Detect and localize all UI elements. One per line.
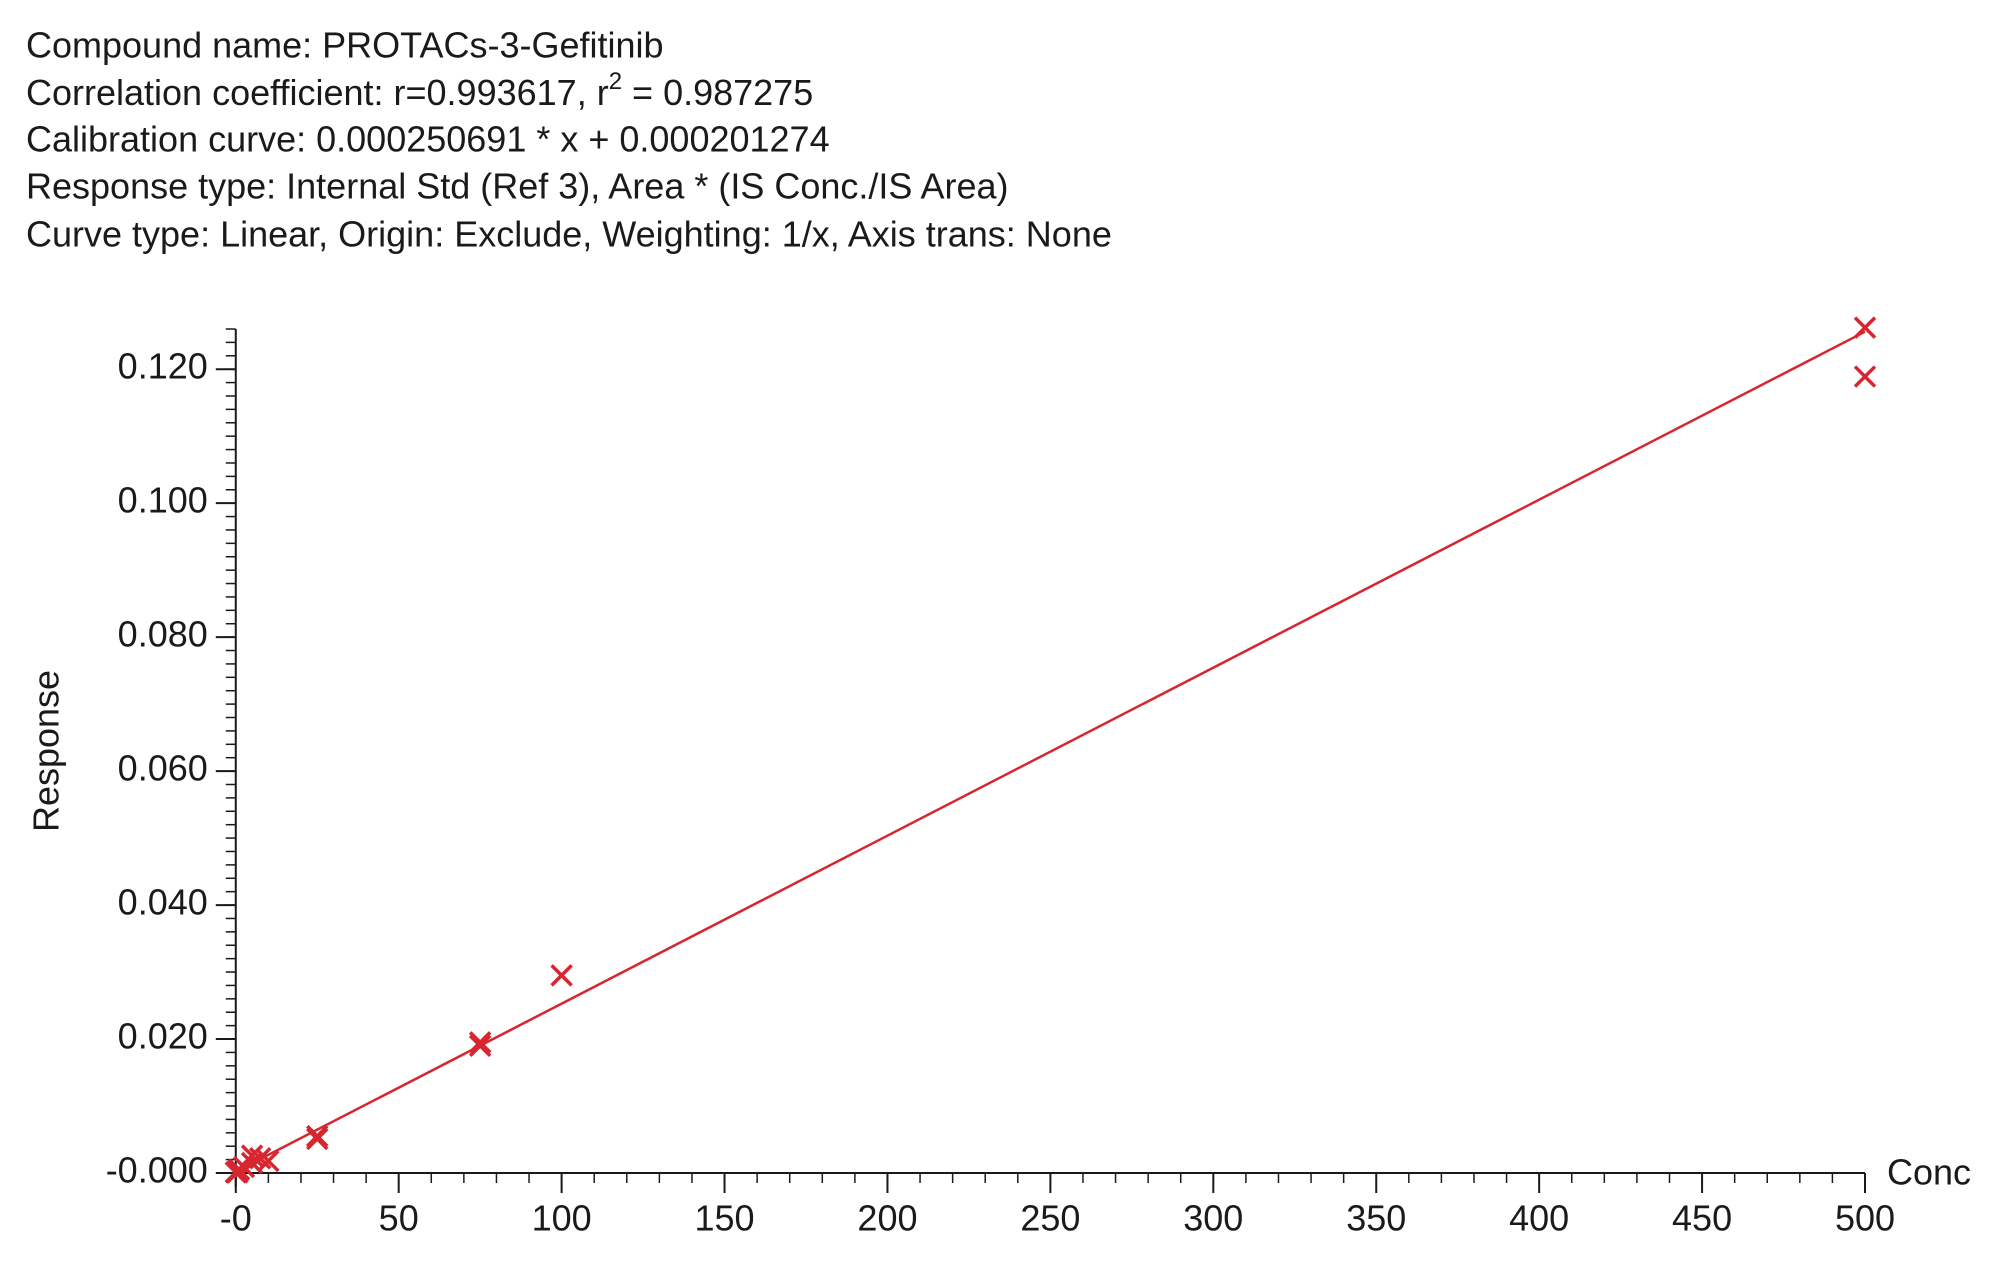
header-superscript: 2: [609, 68, 622, 95]
x-tick-label: -0: [220, 1198, 252, 1239]
x-tick-label: 50: [379, 1198, 419, 1239]
y-tick-label: -0.000: [106, 1150, 208, 1191]
data-point: [550, 964, 573, 987]
header-correlation-text: = 0.987275: [622, 72, 813, 113]
header-compound: Compound name: PROTACs-3-Gefitinib: [26, 25, 664, 66]
header-curve: Curve type: Linear, Origin: Exclude, Wei…: [26, 214, 1112, 255]
y-tick-label: 0.040: [118, 882, 208, 923]
header-correlation: Correlation coefficient: r=0.993617, r2 …: [26, 68, 813, 112]
x-tick-label: 500: [1835, 1198, 1895, 1239]
x-tick-label: 150: [695, 1198, 755, 1239]
header-response: Response type: Internal Std (Ref 3), Are…: [26, 166, 1008, 207]
header-calibration: Calibration curve: 0.000250691 * x + 0.0…: [26, 119, 830, 160]
y-tick-label: 0.100: [118, 480, 208, 521]
x-axis-label: Conc: [1887, 1152, 1971, 1193]
y-tick-label: 0.060: [118, 748, 208, 789]
fit-line: [235, 330, 1866, 1173]
data-point: [224, 1161, 248, 1184]
header-correlation-text: Correlation coefficient: r=0.993617, r: [26, 72, 609, 113]
y-tick-label: 0.080: [118, 614, 208, 655]
x-tick-label: 200: [857, 1198, 917, 1239]
x-tick-label: 450: [1672, 1198, 1732, 1239]
y-tick-label: 0.020: [118, 1016, 208, 1057]
y-tick-label: 0.120: [118, 346, 208, 387]
x-tick-label: 350: [1346, 1198, 1406, 1239]
data-point: [305, 1127, 329, 1151]
data-point: [1853, 365, 1877, 388]
data-point: [305, 1124, 329, 1148]
x-tick-label: 250: [1020, 1198, 1080, 1239]
y-axis-label: Response: [26, 670, 67, 832]
x-tick-label: 100: [532, 1198, 592, 1239]
x-tick-label: 400: [1509, 1198, 1569, 1239]
x-tick-label: 300: [1183, 1198, 1243, 1239]
